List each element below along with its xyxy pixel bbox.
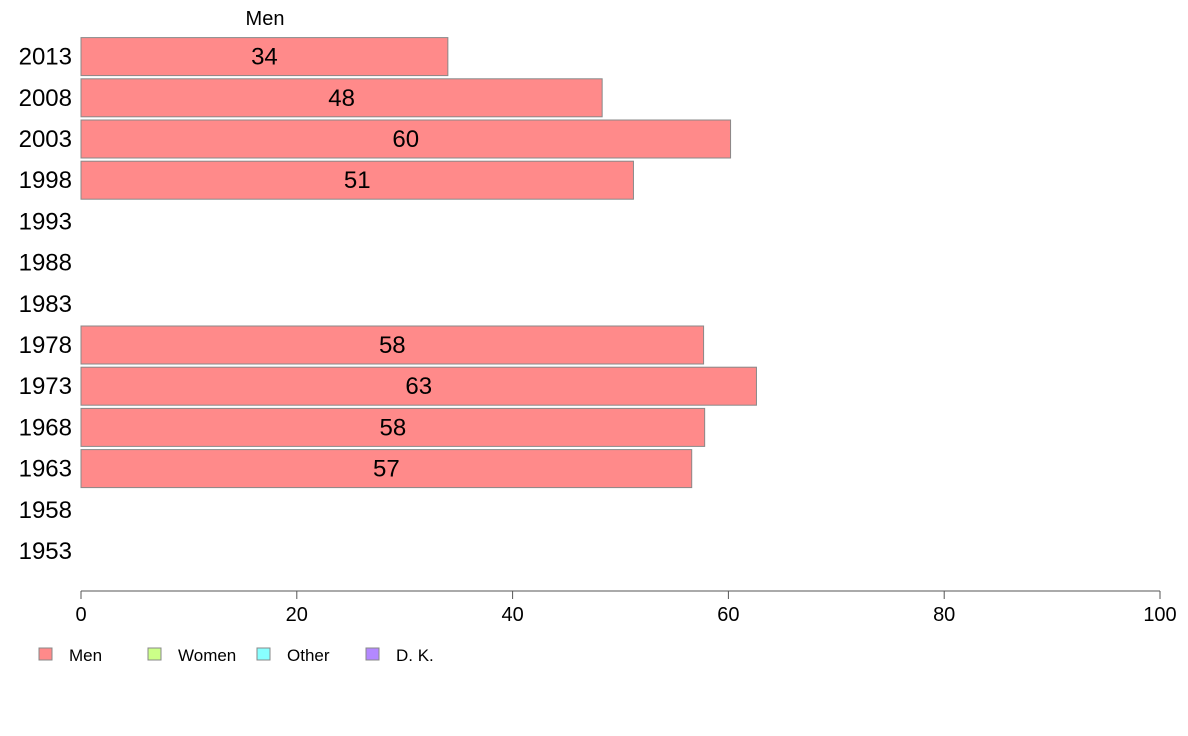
y-tick-label: 2003 <box>19 126 72 153</box>
data-label: 60 <box>392 126 419 153</box>
data-label: 57 <box>373 456 400 483</box>
data-label: 58 <box>379 414 406 441</box>
legend-swatch <box>365 647 380 661</box>
y-tick-label: 1983 <box>19 291 72 318</box>
bar <box>80 160 634 200</box>
bar <box>80 325 705 365</box>
y-tick-label: 1978 <box>19 332 72 359</box>
x-tick-label: 20 <box>286 604 308 626</box>
x-tick-label: 0 <box>75 604 86 626</box>
y-tick-label: 1993 <box>19 208 72 235</box>
bars <box>80 37 757 489</box>
y-tick-label: 1998 <box>19 167 72 194</box>
y-tick-label: 1968 <box>19 414 72 441</box>
y-tick-label: 1953 <box>19 538 72 565</box>
x-tick-label: 40 <box>501 604 523 626</box>
x-axis: 0 20 40 60 80 100 <box>75 590 1177 626</box>
y-tick-label: 2008 <box>19 85 72 112</box>
legend-label: Women <box>178 646 236 665</box>
data-label: 63 <box>405 373 432 400</box>
data-labels: 34 48 60 51 58 63 58 57 <box>251 44 432 483</box>
y-tick-label: 1973 <box>19 373 72 400</box>
legend: Men Women Other D. K. <box>38 646 434 665</box>
legend-label: Men <box>69 646 102 665</box>
bar <box>80 407 706 447</box>
legend-swatch <box>256 647 271 661</box>
legend-swatch <box>147 647 162 661</box>
x-tick-label: 80 <box>933 604 955 626</box>
legend-label: D. K. <box>396 646 434 665</box>
data-label: 34 <box>251 44 278 71</box>
bar <box>80 119 732 159</box>
x-tick-label: 100 <box>1143 604 1176 626</box>
data-label: 48 <box>328 85 355 112</box>
chart-title: Men <box>246 8 285 30</box>
bar <box>80 78 603 118</box>
y-tick-label: 1963 <box>19 456 72 483</box>
data-label: 58 <box>379 332 406 359</box>
bar <box>80 449 693 489</box>
y-tick-label: 1958 <box>19 497 72 524</box>
bar <box>80 366 757 406</box>
y-tick-label: 2013 <box>19 44 72 71</box>
y-tick-label: 1988 <box>19 250 72 277</box>
legend-label: Other <box>287 646 330 665</box>
bar <box>80 37 449 77</box>
y-axis-labels: 2013 2008 2003 1998 1993 1988 1983 1978 1973 1968… <box>19 44 72 565</box>
legend-swatch <box>38 647 53 661</box>
x-tick-label: 60 <box>717 604 739 626</box>
data-label: 51 <box>344 167 371 194</box>
